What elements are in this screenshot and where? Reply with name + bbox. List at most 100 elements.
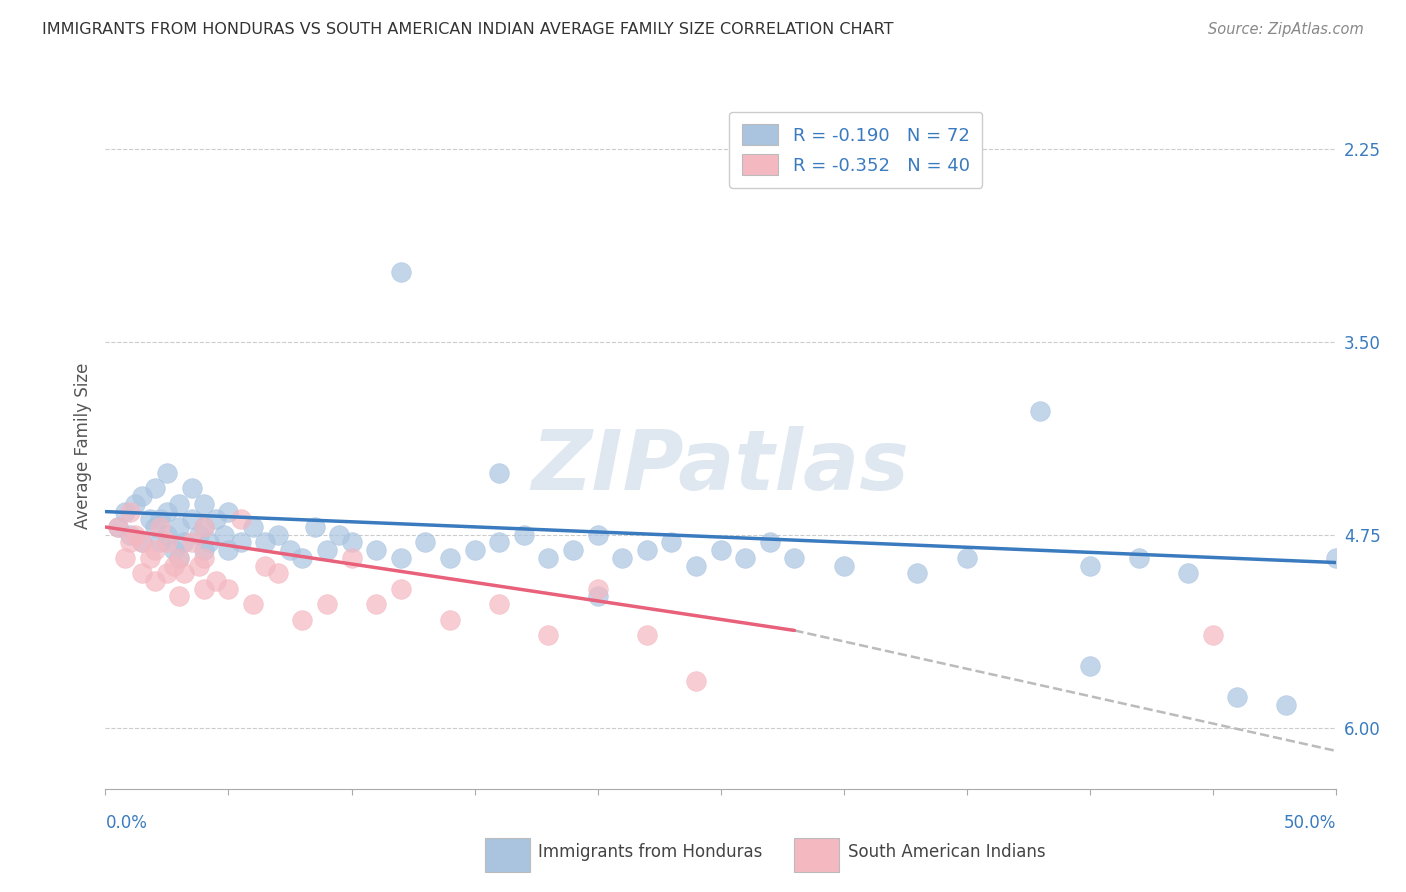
Point	[956, 550, 979, 565]
Point	[242, 597, 264, 611]
Point	[304, 520, 326, 534]
Point	[291, 550, 314, 565]
Point	[156, 505, 179, 519]
Point	[229, 535, 252, 549]
Text: 50.0%: 50.0%	[1284, 814, 1336, 831]
Text: 0.0%: 0.0%	[105, 814, 148, 831]
Point	[169, 520, 191, 534]
Point	[1029, 404, 1052, 418]
Point	[138, 550, 162, 565]
Point	[193, 497, 215, 511]
Point	[107, 520, 129, 534]
Point	[328, 527, 350, 541]
Point	[242, 520, 264, 534]
Point	[710, 543, 733, 558]
Point	[188, 527, 211, 541]
Point	[143, 574, 166, 588]
Point	[114, 550, 136, 565]
Point	[120, 505, 141, 519]
Point	[143, 543, 166, 558]
Point	[685, 674, 707, 689]
Point	[169, 550, 191, 565]
Point	[610, 550, 633, 565]
Point	[389, 582, 412, 596]
Point	[180, 535, 202, 549]
Point	[1177, 566, 1199, 581]
Point	[254, 558, 277, 573]
Point	[783, 550, 806, 565]
FancyBboxPatch shape	[794, 838, 839, 872]
Point	[120, 535, 141, 549]
Point	[254, 535, 277, 549]
Point	[907, 566, 929, 581]
Point	[193, 582, 215, 596]
Point	[156, 527, 179, 541]
Point	[464, 543, 486, 558]
Point	[169, 590, 191, 604]
Point	[1078, 659, 1101, 673]
Point	[636, 543, 658, 558]
Point	[114, 505, 136, 519]
Text: South American Indians: South American Indians	[848, 843, 1046, 861]
Point	[120, 527, 141, 541]
Point	[1202, 628, 1225, 642]
Point	[188, 558, 211, 573]
Point	[488, 466, 510, 480]
Point	[156, 535, 179, 549]
Point	[169, 550, 191, 565]
Point	[366, 543, 388, 558]
Point	[278, 543, 301, 558]
Point	[832, 558, 855, 573]
Point	[759, 535, 782, 549]
Text: IMMIGRANTS FROM HONDURAS VS SOUTH AMERICAN INDIAN AVERAGE FAMILY SIZE CORRELATIO: IMMIGRANTS FROM HONDURAS VS SOUTH AMERIC…	[42, 22, 894, 37]
Point	[537, 550, 560, 565]
Point	[267, 527, 290, 541]
Point	[173, 535, 195, 549]
Point	[131, 566, 153, 581]
Point	[212, 527, 235, 541]
Point	[439, 613, 461, 627]
Point	[180, 512, 202, 526]
Point	[389, 550, 412, 565]
FancyBboxPatch shape	[485, 838, 530, 872]
Point	[218, 543, 240, 558]
Point	[124, 527, 146, 541]
Y-axis label: Average Family Size: Average Family Size	[73, 363, 91, 529]
Point	[149, 520, 172, 534]
Point	[488, 597, 510, 611]
Point	[562, 543, 585, 558]
Point	[1226, 690, 1249, 704]
Point	[513, 527, 536, 541]
Point	[1078, 558, 1101, 573]
Point	[488, 535, 510, 549]
Text: ZIPatlas: ZIPatlas	[531, 426, 910, 508]
Point	[149, 512, 172, 526]
Point	[661, 535, 683, 549]
Point	[107, 520, 129, 534]
Point	[131, 535, 153, 549]
Point	[734, 550, 756, 565]
Point	[389, 265, 412, 279]
Point	[131, 489, 153, 503]
Point	[193, 543, 215, 558]
Point	[315, 543, 337, 558]
Point	[156, 466, 179, 480]
Point	[173, 566, 195, 581]
Point	[149, 535, 172, 549]
Point	[138, 512, 162, 526]
Text: Immigrants from Honduras: Immigrants from Honduras	[538, 843, 763, 861]
Point	[586, 590, 609, 604]
Point	[163, 558, 186, 573]
Point	[218, 582, 240, 596]
Point	[586, 527, 609, 541]
Point	[124, 497, 146, 511]
Point	[193, 520, 215, 534]
Point	[205, 574, 228, 588]
Point	[143, 520, 166, 534]
Point	[685, 558, 707, 573]
Point	[163, 543, 186, 558]
Point	[169, 497, 191, 511]
Point	[340, 535, 363, 549]
Text: Source: ZipAtlas.com: Source: ZipAtlas.com	[1208, 22, 1364, 37]
Point	[315, 597, 337, 611]
